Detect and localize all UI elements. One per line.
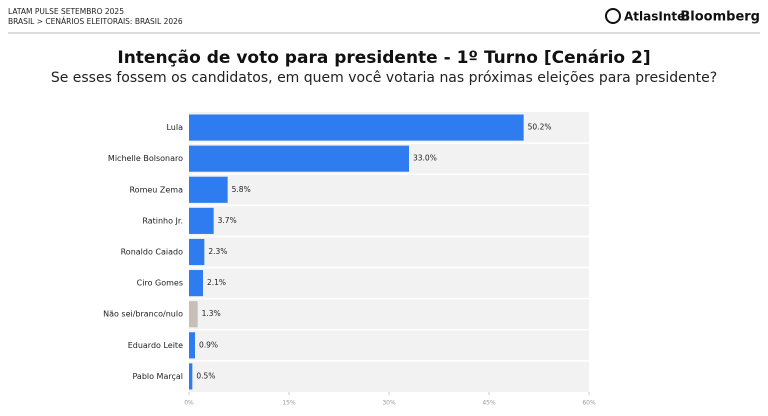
brand-atlasintel: AtlasIntel	[624, 10, 689, 24]
logo-icon	[605, 8, 621, 24]
bar	[189, 332, 195, 359]
x-tick-label: 60%	[582, 400, 596, 407]
bar	[189, 301, 198, 328]
value-label: 33.0%	[413, 154, 437, 163]
bar	[189, 363, 193, 390]
value-label: 5.8%	[232, 185, 251, 194]
category-label: Ciro Gomes	[137, 279, 183, 288]
bar	[189, 207, 214, 234]
value-label: 3.7%	[218, 216, 237, 225]
brand-bloomberg: Bloomberg	[680, 10, 760, 25]
x-tick-label: 30%	[382, 400, 396, 407]
x-tick-label: 15%	[282, 400, 296, 407]
category-label: Lula	[166, 123, 183, 132]
category-label: Ratinho Jr.	[142, 216, 183, 225]
value-label: 2.1%	[207, 278, 226, 287]
breadcrumb: BRASIL > CENÁRIOS ELEITORAIS: BRASIL 202…	[8, 17, 183, 26]
value-label: 0.9%	[199, 340, 218, 349]
bar	[189, 270, 203, 297]
bar	[189, 114, 524, 141]
category-label: Romeu Zema	[129, 185, 183, 194]
category-label: Ronaldo Caiado	[121, 248, 183, 257]
category-label: Pablo Marçal	[132, 372, 183, 381]
bar	[189, 238, 205, 266]
chart-subtitle: Se esses fossem os candidatos, em quem v…	[51, 70, 717, 86]
value-label: 50.2%	[528, 123, 552, 132]
value-label: 2.3%	[208, 247, 227, 256]
category-label: Não sei/branco/nulo	[103, 310, 183, 319]
bar	[189, 145, 409, 172]
x-tick-label: 0%	[184, 400, 194, 407]
x-tick-label: 45%	[482, 400, 496, 407]
category-label: Michelle Bolsonaro	[108, 154, 183, 163]
bar	[189, 176, 228, 203]
value-label: 0.5%	[196, 371, 215, 380]
report-label: LATAM PULSE SETEMBRO 2025	[8, 7, 124, 16]
value-label: 1.3%	[202, 309, 221, 318]
category-label: Eduardo Leite	[128, 341, 183, 350]
chart-title: Intenção de voto para presidente - 1º Tu…	[117, 48, 650, 68]
